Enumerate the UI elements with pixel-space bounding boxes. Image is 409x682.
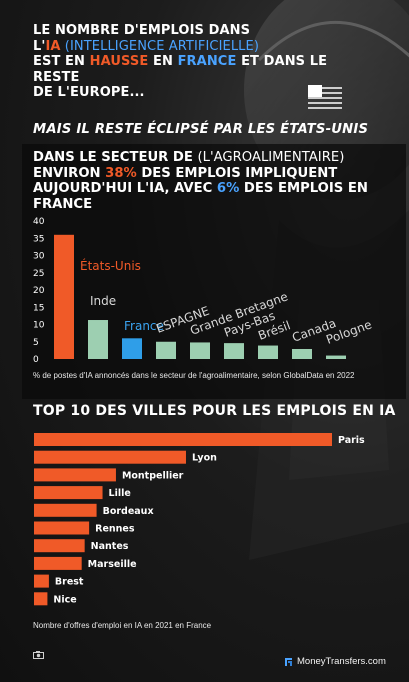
headline-ia: IA bbox=[45, 38, 61, 54]
city-label: Montpellier bbox=[122, 470, 184, 481]
sector-title-a: DANS LE SECTEUR DE bbox=[33, 150, 198, 165]
brand-name: MoneyTransfers.com bbox=[297, 656, 386, 667]
brand-logo-icon bbox=[285, 657, 292, 666]
city-bar-rennes bbox=[34, 521, 90, 535]
category-label: France bbox=[124, 319, 164, 333]
bar-br-sil bbox=[258, 345, 278, 359]
bar-grande-bretagne bbox=[190, 342, 210, 359]
city-bar-nantes bbox=[34, 539, 85, 553]
y-tick-label: 20 bbox=[33, 286, 45, 296]
sector-title: DANS LE SECTEUR DE (L'AGROALIMENTAIRE) E… bbox=[33, 150, 398, 212]
city-label: Lyon bbox=[192, 453, 217, 464]
headline-l3-a: EST EN bbox=[33, 54, 90, 69]
city-bar-montpellier bbox=[34, 468, 116, 482]
brand[interactable]: MoneyTransfers.com bbox=[284, 656, 386, 667]
city-label: Brest bbox=[55, 577, 84, 588]
city-label: Lille bbox=[109, 488, 131, 499]
city-label: Rennes bbox=[95, 524, 135, 535]
headline-line-1: LE NOMBRE D'EMPLOIS DANS bbox=[33, 23, 251, 38]
headline-hausse: HAUSSE bbox=[89, 54, 149, 69]
bar-pays-bas bbox=[224, 343, 244, 359]
y-tick-label: 40 bbox=[33, 217, 45, 227]
city-label: Marseille bbox=[88, 559, 137, 570]
y-tick-label: 25 bbox=[33, 269, 44, 279]
city-bar-chart: Paris Lyon Montpellier Lille Bordeaux Rennes N… bbox=[34, 433, 365, 606]
headline-l3-c: ET DANS LE RESTE bbox=[33, 54, 328, 85]
headline-ia-full: (INTELLIGENCE ARTIFICIELLE) bbox=[60, 38, 260, 54]
bar-espagne bbox=[156, 341, 176, 359]
city-bar-bordeaux bbox=[34, 503, 97, 517]
headline-line-4: DE L'EUROPE... bbox=[33, 85, 145, 100]
sector-title-b: (L'AGROALIMENTAIRE) bbox=[197, 150, 345, 165]
y-tick-label: 10 bbox=[33, 321, 45, 331]
headline-l3-b: EN bbox=[148, 54, 178, 69]
sector-pct-38: 38% bbox=[105, 165, 137, 181]
city-label: Nantes bbox=[91, 541, 129, 552]
y-tick-label: 35 bbox=[33, 234, 44, 244]
city-bar-paris bbox=[34, 433, 332, 446]
headline-ia-prefix: L' bbox=[33, 38, 46, 54]
city-bar-lyon bbox=[34, 450, 186, 464]
sector-title-c: ENVIRON bbox=[33, 165, 106, 181]
category-label: États-Unis bbox=[80, 258, 141, 273]
headline-line-3: EST EN HAUSSE EN FRANCE ET DANS LE RESTE bbox=[33, 54, 363, 85]
y-tick-label: 30 bbox=[33, 252, 45, 262]
cities-title: TOP 10 DES VILLES POUR LES EMPLOIS EN IA bbox=[33, 403, 396, 419]
headline-france: FRANCE bbox=[177, 54, 237, 69]
city-label: Nice bbox=[53, 594, 76, 605]
chart2-caption: Nombre d'offres d'emploi en IA en 2021 e… bbox=[33, 621, 212, 630]
bar--tats-unis bbox=[54, 234, 74, 359]
bar-canada bbox=[292, 348, 312, 359]
category-label: Inde bbox=[90, 294, 116, 308]
headline: LE NOMBRE D'EMPLOIS DANS L'IA (INTELLIGE… bbox=[33, 23, 363, 101]
camera-icon bbox=[33, 651, 44, 659]
city-bar-nice bbox=[34, 592, 48, 606]
y-tick-label: 0 bbox=[33, 355, 39, 365]
y-tick-label: 15 bbox=[33, 303, 44, 313]
city-label: Paris bbox=[338, 435, 365, 446]
bar-pologne bbox=[326, 355, 346, 359]
city-label: Bordeaux bbox=[103, 506, 154, 517]
bar-france bbox=[122, 338, 142, 359]
country-bar-chart: 0510152025303540États-UnisIndeFranceESPA… bbox=[33, 217, 374, 365]
us-flag-icon bbox=[308, 85, 342, 109]
bar-inde bbox=[88, 320, 108, 359]
sector-title-e: DES EMPLOIS EN FRANCE bbox=[33, 181, 368, 212]
chart1-caption: % de postes d'IA annoncés dans le secteu… bbox=[33, 371, 355, 380]
subtitle: MAIS IL RESTE ÉCLIPSÉ PAR LES ÉTATS-UNIS bbox=[33, 122, 369, 137]
city-bar-brest bbox=[34, 574, 49, 588]
sector-title-d: DES EMPLOIS IMPLIQUENT AUJOURD'HUI L'IA,… bbox=[33, 165, 338, 197]
y-tick-label: 5 bbox=[33, 338, 39, 348]
city-bar-lille bbox=[34, 486, 103, 500]
headline-line-2: L'IA (INTELLIGENCE ARTIFICIELLE) bbox=[33, 39, 363, 55]
sector-pct-6: 6% bbox=[216, 181, 240, 196]
city-bar-marseille bbox=[34, 556, 82, 570]
